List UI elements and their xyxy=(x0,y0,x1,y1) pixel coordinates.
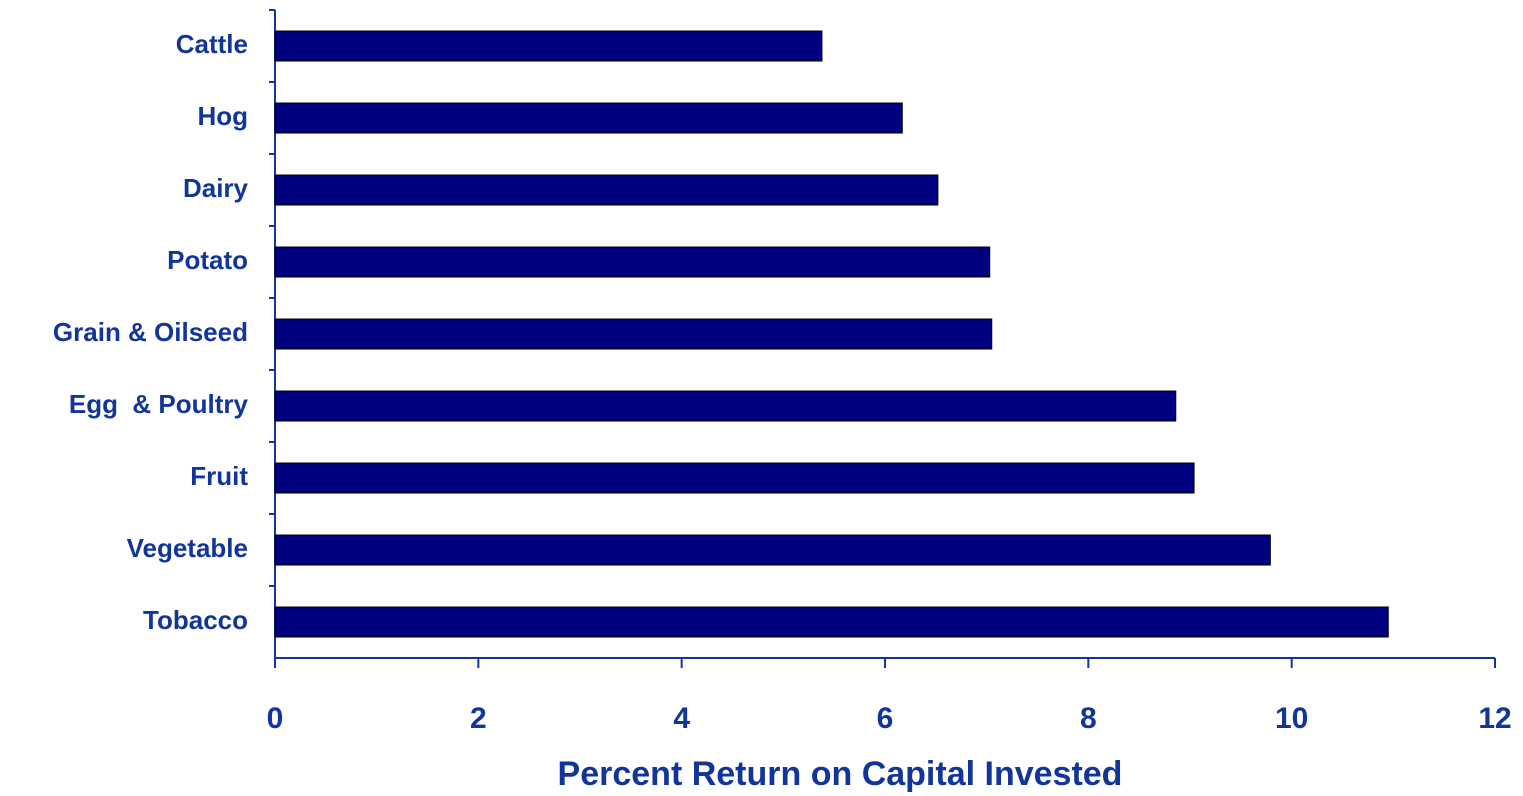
y-tick-label: Fruit xyxy=(190,461,248,491)
bar xyxy=(274,462,1195,494)
y-tick-label: Vegetable xyxy=(127,533,248,563)
x-tick-label: 12 xyxy=(1478,702,1511,735)
y-tick-label: Dairy xyxy=(183,173,249,203)
y-tick-label: Grain & Oilseed xyxy=(53,317,248,347)
x-tick-label: 6 xyxy=(877,702,894,735)
bar xyxy=(274,174,939,206)
x-tick-label: 0 xyxy=(267,702,284,735)
bar xyxy=(274,390,1177,422)
y-tick-label: Tobacco xyxy=(143,605,248,635)
y-tick-label: Egg & Poultry xyxy=(69,389,249,419)
y-tick-label: Cattle xyxy=(176,29,248,59)
bar xyxy=(274,534,1271,566)
bar xyxy=(274,318,993,350)
x-axis-title: Percent Return on Capital Invested xyxy=(558,755,1123,793)
x-tick-label: 4 xyxy=(673,702,690,735)
bar xyxy=(274,102,903,134)
y-tick-label: Hog xyxy=(197,101,248,131)
bar xyxy=(274,246,991,278)
bar xyxy=(274,30,823,62)
bar xyxy=(274,606,1389,638)
x-tick-label: 10 xyxy=(1275,702,1308,735)
x-tick-label: 2 xyxy=(470,702,487,735)
x-tick-label: 8 xyxy=(1080,702,1097,735)
y-tick-label: Potato xyxy=(167,245,248,275)
